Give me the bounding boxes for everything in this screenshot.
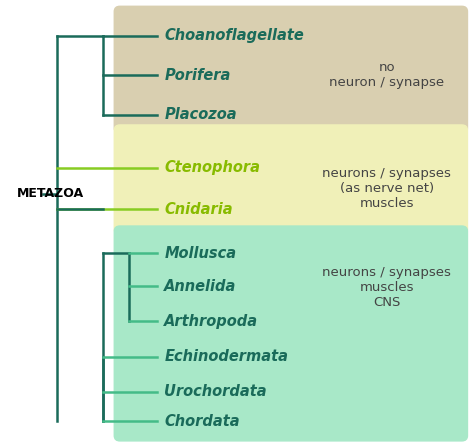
Text: Urochordata: Urochordata — [164, 384, 267, 399]
Text: Chordata: Chordata — [164, 414, 240, 429]
Text: Placozoa: Placozoa — [164, 107, 237, 122]
Text: Mollusca: Mollusca — [164, 246, 237, 261]
Text: neurons / synapses
(as nerve net)
muscles: neurons / synapses (as nerve net) muscle… — [322, 167, 451, 210]
FancyBboxPatch shape — [114, 6, 467, 134]
Text: Arthropoda: Arthropoda — [164, 314, 258, 329]
Text: no
neuron / synapse: no neuron / synapse — [329, 61, 445, 89]
Text: Choanoflagellate: Choanoflagellate — [164, 28, 304, 43]
FancyBboxPatch shape — [114, 226, 467, 441]
Text: Ctenophora: Ctenophora — [164, 160, 260, 175]
Text: Cnidaria: Cnidaria — [164, 202, 233, 217]
Text: METAZOA: METAZOA — [17, 187, 84, 200]
Text: Echinodermata: Echinodermata — [164, 349, 288, 364]
Text: Annelida: Annelida — [164, 279, 237, 294]
Text: neurons / synapses
muscles
CNS: neurons / synapses muscles CNS — [322, 266, 451, 309]
FancyBboxPatch shape — [114, 125, 467, 235]
Text: Porifera: Porifera — [164, 68, 231, 83]
